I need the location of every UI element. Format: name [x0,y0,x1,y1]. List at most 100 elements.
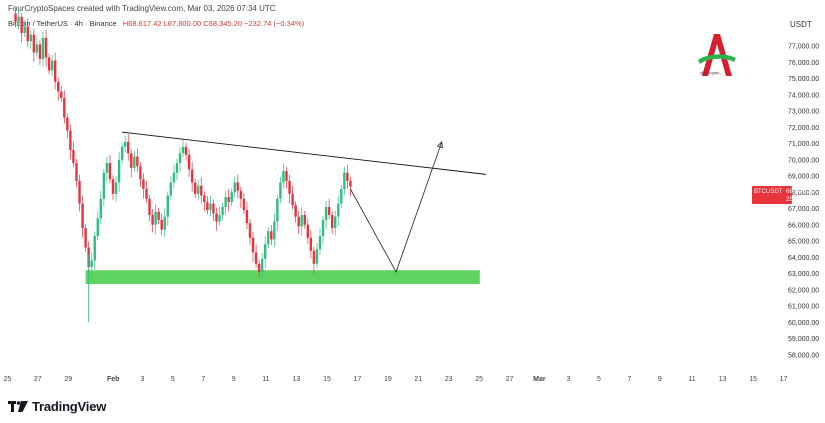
currency-label[interactable]: USDT [790,20,812,29]
candle-body [242,198,246,211]
candle-body [318,236,322,250]
y-tick-label: 58,000.00 [788,352,819,359]
candle-body [142,179,145,189]
candle-body [120,146,124,160]
candle-body [127,141,130,154]
candle-body [239,190,243,199]
candle-body [136,156,139,167]
x-tick-label: Mar [533,376,546,383]
candle-body [291,193,294,206]
y-tick-label: 59,000.00 [788,336,819,343]
y-tick-label: 60,000.00 [788,320,819,327]
candle-body [148,198,151,215]
candle-body [224,197,227,207]
candle-body [44,37,48,58]
candle-body [75,163,78,181]
candle-body [306,224,310,238]
watermark-caption: @4_crypto_ [700,70,722,75]
x-tick-label: 5 [171,376,175,383]
candle-body [340,189,343,204]
x-tick-label: 15 [323,376,331,383]
x-tick-label: 9 [658,376,662,383]
candle-body [47,57,51,71]
candle-body [53,60,57,82]
x-tick-label: 13 [719,376,727,383]
brand-watermark-icon [698,34,736,76]
candle-body [81,203,84,228]
candle-body [105,163,109,173]
y-tick-label: 67,000.00 [788,206,819,213]
candle-body [312,250,316,264]
price-badge-price: 68,345.20 [786,188,815,195]
candle-body [337,203,340,217]
candle-body [215,213,218,222]
ohlc-values: H68,617.42 L67,800.00 C68,345.20 −232.74… [122,19,305,28]
candle-body [133,156,136,168]
price-badge: BTCUSDT 68,345.20 25:24 [752,186,815,204]
candle-body [169,182,173,196]
candle-body [233,182,236,193]
candle-body [78,180,81,204]
x-tick-label: 5 [597,376,601,383]
symbol-name: Bitcoin / TetherUS · 4h · Binance [8,19,117,28]
x-tick-label: 7 [201,376,205,383]
x-tick-label: Feb [107,376,119,383]
candle-body [330,215,334,228]
x-tick-label: 15 [749,376,757,383]
candle-body [285,171,288,181]
candle-body [181,146,185,154]
candle-body [96,218,99,237]
candle-body [245,210,249,224]
candle-body [227,197,230,202]
candle-body [260,258,264,272]
candle-body [197,185,200,194]
x-tick-label: 3 [567,376,571,383]
candle-body [254,252,258,264]
candle-body [175,163,179,173]
candle-body [209,203,212,211]
y-tick-label: 77,000.00 [788,44,819,51]
candle-body [38,44,42,59]
candle-body [264,244,267,259]
candle-body [349,180,352,187]
candle-body [163,216,166,230]
x-tick-label: 13 [293,376,301,383]
candle-body [99,198,103,219]
x-tick-label: 9 [232,376,236,383]
candle-body [346,172,349,181]
candle-body [160,219,163,230]
symbol-legend[interactable]: Bitcoin / TetherUS · 4h · Binance H68,61… [8,19,304,28]
candle-body [184,146,188,155]
candle-body [315,249,319,264]
y-tick-label: 66,000.00 [788,222,819,229]
y-tick-label: 76,000.00 [788,60,819,67]
candle-body [50,60,54,71]
candle-body [267,231,270,245]
candle-body [230,192,233,202]
support-zone [85,270,480,285]
candle-body [282,171,285,183]
candle-body [218,215,221,222]
x-tick-label: 21 [414,376,422,383]
candle-body [114,182,118,194]
candle-body [17,16,20,22]
candle-body [20,16,23,33]
candle-body [343,172,346,189]
y-tick-label: 72,000.00 [788,125,819,132]
candle-body [236,182,240,191]
x-tick-label: 11 [262,376,269,383]
candle-body [57,81,60,92]
candle-body [41,37,45,59]
x-tick-label: 29 [64,376,72,383]
candle-body [66,117,69,131]
candle-body [157,211,160,220]
candle-body [23,26,26,33]
descending-trendline[interactable] [122,131,486,175]
candle-body [297,216,300,227]
y-tick-label: 68,000.00 [788,190,819,197]
tradingview-logo[interactable]: TradingView [8,399,106,414]
candle-body [324,206,328,220]
x-tick-label: 25 [3,376,11,383]
y-tick-label: 71,000.00 [788,141,819,148]
